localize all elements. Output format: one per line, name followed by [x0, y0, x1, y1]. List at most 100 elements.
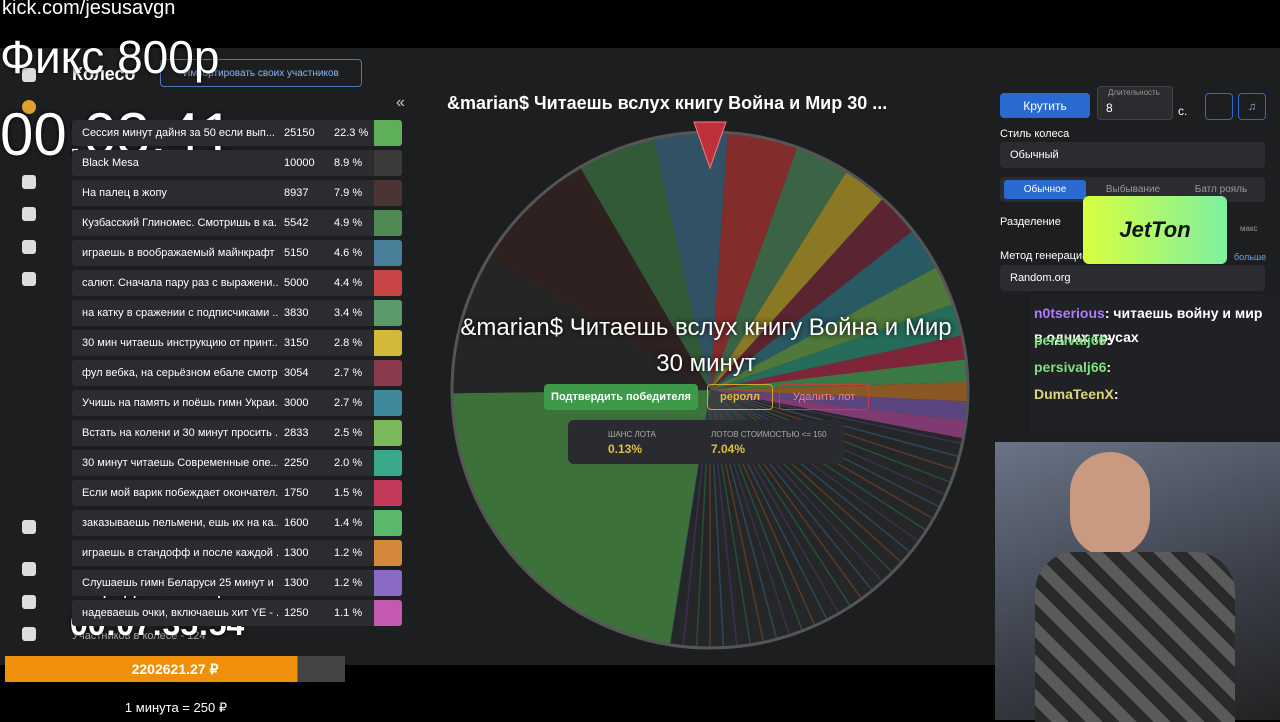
lot-amount: 1250 — [284, 607, 309, 619]
stat-label: ШАНС ЛОТА — [608, 430, 656, 439]
icon[interactable] — [22, 562, 36, 576]
style-select[interactable]: Обычный — [1000, 142, 1265, 168]
chat-user: n0tserious — [1034, 305, 1105, 321]
label: макс — [1240, 224, 1258, 233]
wheel-segment — [710, 359, 968, 390]
lot-amount: 3830 — [284, 307, 309, 319]
lot-name: заказываешь пельмени, ешь их на ка... — [82, 517, 278, 529]
lot-name: салют. Сначала пару раз с выражени... — [82, 277, 278, 289]
lot-name: играешь в стандофф и после каждой ... — [82, 547, 278, 559]
lot-amount: 8937 — [284, 187, 309, 199]
wheel-segment — [710, 390, 968, 421]
lot-amount: 3000 — [284, 397, 309, 409]
tab[interactable]: Обычное — [1004, 180, 1086, 199]
chat-user: persivalj66 — [1034, 332, 1107, 348]
chat-user: DumaTeenX — [1034, 386, 1114, 402]
collapse[interactable]: « — [396, 94, 405, 111]
confirm-button[interactable]: Подтвердить победителя — [544, 384, 698, 410]
icon[interactable] — [22, 240, 36, 254]
music-button[interactable]: ♫ — [1238, 93, 1266, 120]
lot-name: 30 мин читаешь инструкцию от принт... — [82, 337, 278, 349]
lot-amount: 1300 — [284, 577, 309, 589]
lot-percent: 22.3 % — [334, 127, 369, 139]
spin-button[interactable]: Крутить — [1000, 93, 1090, 118]
lot-amount: 1750 — [284, 487, 309, 499]
webcam — [995, 442, 1280, 722]
lot-percent: 1.2 % — [334, 577, 363, 589]
icon[interactable] — [22, 175, 36, 189]
lot-row: салют. Сначала пару раз с выражени... 500… — [72, 270, 402, 296]
lot-percent: 2.7 % — [334, 397, 363, 409]
label: Длительность — [1108, 88, 1160, 97]
sponsor-logo: JetTon — [1083, 196, 1227, 264]
lot-color — [374, 540, 402, 566]
lot-name: фул вебка, на серьёзном ебале смотр... — [82, 367, 278, 379]
lot-name: на катку в сражении с подписчиками ... — [82, 307, 278, 319]
lot-row: на катку в сражении с подписчиками ... 38… — [72, 300, 402, 326]
icon[interactable] — [22, 272, 36, 286]
lot-amount: 5542 — [284, 217, 309, 229]
lot-amount: 1300 — [284, 547, 309, 559]
lot-color — [374, 570, 402, 596]
lot-row: фул вебка, на серьёзном ебале смотр... 30… — [72, 360, 402, 386]
stat-value: 7.04% — [711, 442, 746, 456]
wheel-segment — [710, 230, 937, 390]
icon[interactable] — [22, 207, 36, 221]
method-select[interactable]: Random.org — [1000, 265, 1265, 291]
link[interactable]: больше — [1234, 252, 1267, 262]
face — [1070, 452, 1150, 557]
icon[interactable] — [22, 68, 36, 82]
wheel-segment — [710, 267, 954, 390]
wheel-segment — [489, 167, 710, 390]
duration-input[interactable]: Длительность 8 — [1097, 86, 1173, 120]
tab[interactable]: Выбывание — [1105, 184, 1161, 195]
url: kick.com/jesusavgn — [2, 0, 176, 19]
lot-amount: 3150 — [284, 337, 309, 349]
lot-row: 30 минут читаешь Современные опе... 2250 2… — [72, 450, 402, 476]
lot-color — [374, 420, 402, 446]
lot-amount: 5000 — [284, 277, 309, 289]
lot-percent: 8.9 % — [334, 157, 363, 169]
chat-text: : читаешь войну и мир в одних трусах — [1034, 305, 1263, 345]
stripe — [709, 389, 903, 564]
import-button[interactable]: Импортировать своих участников — [160, 59, 362, 87]
lot-color — [374, 180, 402, 206]
lot-row: Сессия минут дайня за 50 если вып... 2515… — [72, 120, 402, 146]
tab[interactable]: Батл рояль — [1194, 184, 1248, 195]
lot-color — [374, 300, 402, 326]
lot-name: Слушаешь гимн Беларуси 25 минут и ... — [82, 577, 278, 589]
icon[interactable] — [22, 520, 36, 534]
random-button[interactable] — [1205, 93, 1233, 120]
lot-color — [374, 390, 402, 416]
lot-amount: 2833 — [284, 427, 309, 439]
wheel-segment — [710, 381, 968, 402]
lot-name: 30 минут читаешь Современные опе... — [82, 457, 278, 469]
lot-amount: 2250 — [284, 457, 309, 469]
lot-color — [374, 150, 402, 176]
delete-button[interactable]: Удалить лот — [779, 384, 869, 410]
icon[interactable] — [22, 595, 36, 609]
stripe — [709, 389, 920, 543]
lot-row: Учишь на память и поёшь гимн Украи... 300… — [72, 390, 402, 416]
lot-name: Встать на колени и 30 минут просить ... — [82, 427, 278, 439]
lot-percent: 7.9 % — [334, 187, 363, 199]
icon[interactable] — [22, 100, 36, 114]
wheel-segment — [710, 147, 847, 390]
chat-user: persivalj66 — [1034, 359, 1107, 375]
reroll-button[interactable]: реролл — [707, 384, 773, 410]
lot-percent: 4.4 % — [334, 277, 363, 289]
lot-percent: 2.8 % — [334, 337, 363, 349]
wheel-segment — [452, 255, 710, 394]
label: Метод генерации — [1000, 250, 1089, 262]
lot-row: Слушаешь гимн Беларуси 25 минут и ... 130… — [72, 570, 402, 596]
lot-percent: 1.4 % — [334, 517, 363, 529]
lot-row: заказываешь пельмени, ешь их на ка... 160… — [72, 510, 402, 536]
lot-percent: 2.5 % — [334, 427, 363, 439]
lot-name: Black Mesa — [82, 157, 139, 169]
chat-text: : — [1106, 332, 1112, 348]
chat: n0tserious: читаешь войну и мир в одних … — [1030, 295, 1280, 433]
lot-color — [374, 360, 402, 386]
lot-row: Black Mesa 10000 8.9 % — [72, 150, 402, 176]
icon[interactable] — [22, 627, 36, 641]
chat-message: persivalj66: — [1034, 355, 1274, 379]
